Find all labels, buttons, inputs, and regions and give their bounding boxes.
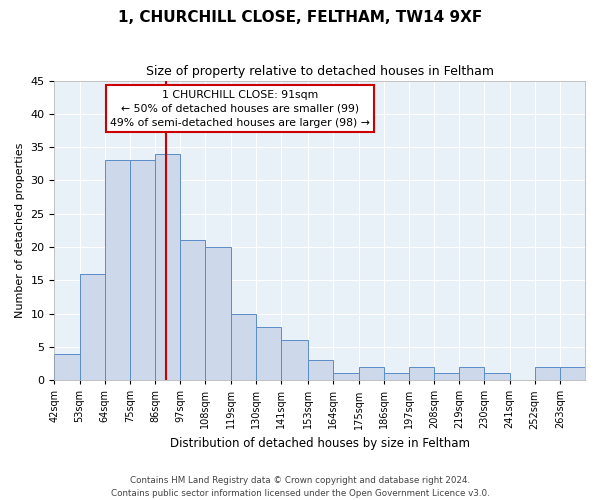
Bar (105, 160, 130, 380)
Bar (155, 154, 180, 380)
Bar (180, 240, 205, 380)
Bar (334, 374, 359, 380)
Bar (459, 367, 484, 380)
X-axis label: Distribution of detached houses by size in Feltham: Distribution of detached houses by size … (170, 437, 470, 450)
Y-axis label: Number of detached properties: Number of detached properties (15, 142, 25, 318)
Bar (359, 367, 384, 380)
Bar (409, 367, 434, 380)
Bar (384, 374, 409, 380)
Bar (80, 274, 105, 380)
Bar (434, 374, 459, 380)
Bar (308, 360, 334, 380)
Text: 1 CHURCHILL CLOSE: 91sqm
← 50% of detached houses are smaller (99)
49% of semi-d: 1 CHURCHILL CLOSE: 91sqm ← 50% of detach… (110, 90, 370, 128)
Bar (205, 247, 230, 380)
Title: Size of property relative to detached houses in Feltham: Size of property relative to detached ho… (146, 65, 494, 78)
Bar (484, 374, 509, 380)
Bar (281, 340, 308, 380)
Text: 1, CHURCHILL CLOSE, FELTHAM, TW14 9XF: 1, CHURCHILL CLOSE, FELTHAM, TW14 9XF (118, 10, 482, 25)
Bar (256, 327, 281, 380)
Bar (535, 367, 560, 380)
Bar (130, 160, 155, 380)
Bar (230, 314, 256, 380)
Bar (55, 354, 80, 380)
Bar (560, 367, 585, 380)
Text: Contains HM Land Registry data © Crown copyright and database right 2024.
Contai: Contains HM Land Registry data © Crown c… (110, 476, 490, 498)
